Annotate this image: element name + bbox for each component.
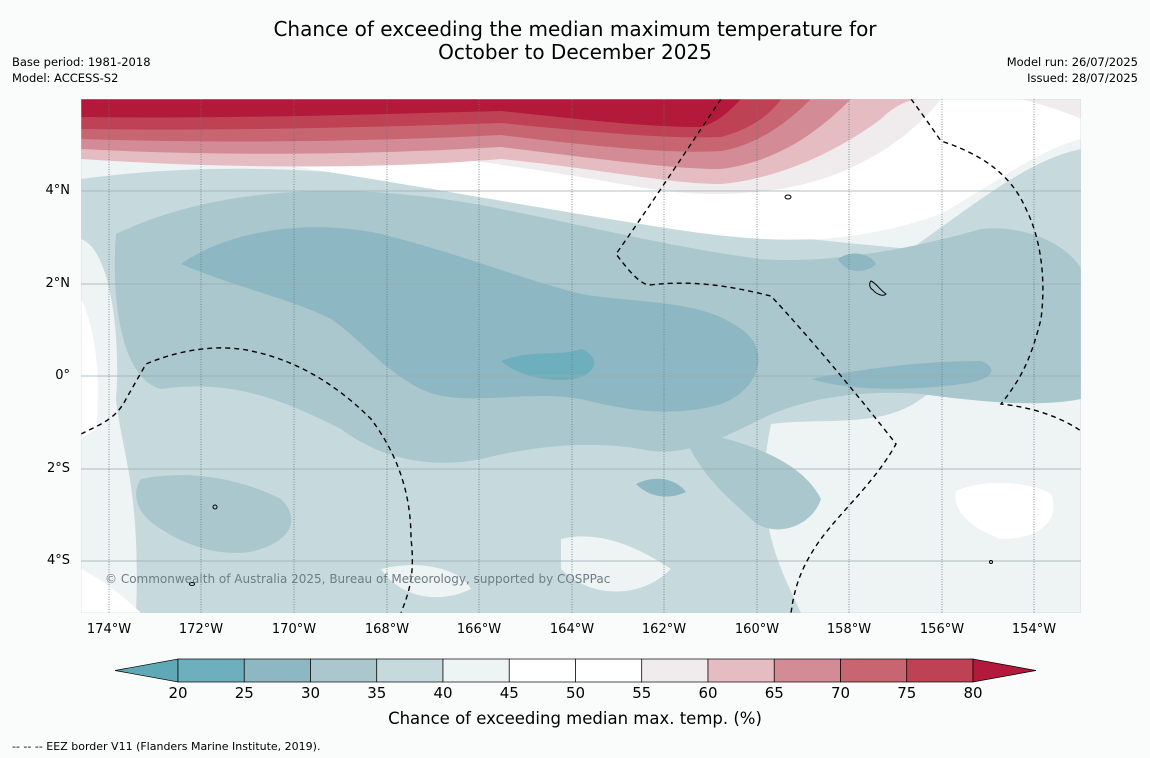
lon-label-170w: 170°W xyxy=(271,622,317,637)
colorbar-extend-low xyxy=(114,658,179,683)
colorbar-tick-label: 30 xyxy=(300,684,321,702)
island-5 xyxy=(989,560,993,564)
lat-label-4s: 4°S xyxy=(46,553,70,568)
colorbar-tick-label: 75 xyxy=(897,684,917,702)
band-40-45-sw xyxy=(381,565,471,598)
lat-label-2n: 2°N xyxy=(45,276,71,291)
band-30-35-south xyxy=(681,429,821,530)
colorbar-tick-label: 65 xyxy=(764,684,784,702)
band-55-60-ne xyxy=(1021,99,1081,119)
band-25-30-south xyxy=(636,478,686,497)
colorbar-segment xyxy=(243,658,311,683)
map-title: Chance of exceeding the median maximum t… xyxy=(0,18,1150,64)
colorbar-segment xyxy=(177,658,245,683)
base-period: Base period: 1981-2018 xyxy=(12,55,151,69)
band-45-55-se xyxy=(955,483,1054,539)
colorbar-segment xyxy=(310,658,378,683)
band-45-55-sw-corner xyxy=(81,569,141,613)
eez-east xyxy=(910,99,1081,432)
band-80-plus xyxy=(81,99,741,127)
island-2 xyxy=(869,280,887,296)
colorbar-segment xyxy=(508,658,576,683)
colorbar-segment xyxy=(376,658,444,683)
meta-right: Model run: 26/07/2025 Issued: 28/07/2025 xyxy=(1007,54,1138,86)
island-1 xyxy=(784,194,792,200)
band-25-30-ne xyxy=(838,253,876,271)
colorbar-tick-label: 25 xyxy=(234,684,254,702)
lon-label-158w: 158°W xyxy=(826,622,872,637)
band-40-45-west xyxy=(81,239,137,613)
lon-label-166w: 166°W xyxy=(456,622,502,637)
lon-label-160w: 160°W xyxy=(734,622,780,637)
colorbar-tick-label: 55 xyxy=(632,684,652,702)
colorbar-segment xyxy=(773,658,841,683)
band-30-35-sw xyxy=(136,475,292,553)
colorbar-segment xyxy=(641,658,709,683)
colorbar-tick-label: 20 xyxy=(168,684,188,702)
colorbar-segment xyxy=(707,658,775,683)
band-45-55-west xyxy=(81,299,98,439)
colorbar-tick-label: 45 xyxy=(499,684,519,702)
title-line-2: October to December 2025 xyxy=(438,40,712,64)
colorbar-tick-label: 70 xyxy=(830,684,851,702)
colorbar-segments xyxy=(114,658,1037,683)
lon-label-172w: 172°W xyxy=(178,622,224,637)
lon-label-174w: 174°W xyxy=(86,622,132,637)
band-40-45-south xyxy=(561,536,671,592)
colorbar-label: Chance of exceeding median max. temp. (%… xyxy=(388,709,762,728)
lon-label-162w: 162°W xyxy=(641,622,687,637)
colorbar-tick-label: 50 xyxy=(565,684,586,702)
lon-label-168w: 168°W xyxy=(364,622,410,637)
title-line-1: Chance of exceeding the median maximum t… xyxy=(273,17,877,41)
colorbar xyxy=(114,658,1037,683)
model-name: Model: ACCESS-S2 xyxy=(12,71,119,85)
colorbar-tick-label: 80 xyxy=(963,684,983,702)
band-20-25-core xyxy=(501,349,595,381)
band-25-30-east xyxy=(811,361,992,389)
meta-left: Base period: 1981-2018 Model: ACCESS-S2 xyxy=(12,54,151,86)
colorbar-segment xyxy=(906,658,974,683)
lat-label-0: 0° xyxy=(55,368,70,383)
eez-borders xyxy=(81,99,1081,613)
colorbar-tick-label: 40 xyxy=(433,684,453,702)
lon-label-164w: 164°W xyxy=(549,622,595,637)
colorbar-tick-label: 60 xyxy=(698,684,718,702)
model-run: Model run: 26/07/2025 xyxy=(1006,55,1138,69)
island-4 xyxy=(189,582,195,586)
lat-label-2s: 2°S xyxy=(46,461,70,476)
island-3 xyxy=(212,504,218,510)
colorbar-extend-high xyxy=(972,658,1037,683)
colorbar-tick-label: 35 xyxy=(367,684,387,702)
issued-date: Issued: 28/07/2025 xyxy=(1027,71,1138,85)
band-25-30-main xyxy=(181,227,759,412)
copyright-notice: © Commonwealth of Australia 2025, Bureau… xyxy=(105,572,611,586)
forecast-map xyxy=(81,99,1081,613)
band-40-45-southeast xyxy=(764,369,1081,613)
latitude-gridlines xyxy=(81,190,1081,562)
eez-legend-note: -- -- -- EEZ border V11 (Flanders Marine… xyxy=(12,740,321,753)
lon-label-156w: 156°W xyxy=(919,622,965,637)
colorbar-segment xyxy=(575,658,643,683)
lon-label-154w: 154°W xyxy=(1011,622,1057,637)
colorbar-segment xyxy=(442,658,510,683)
lat-label-4n: 4°N xyxy=(45,183,71,198)
longitude-gridlines xyxy=(108,99,1035,613)
islands xyxy=(189,194,993,586)
colorbar-segment xyxy=(840,658,908,683)
